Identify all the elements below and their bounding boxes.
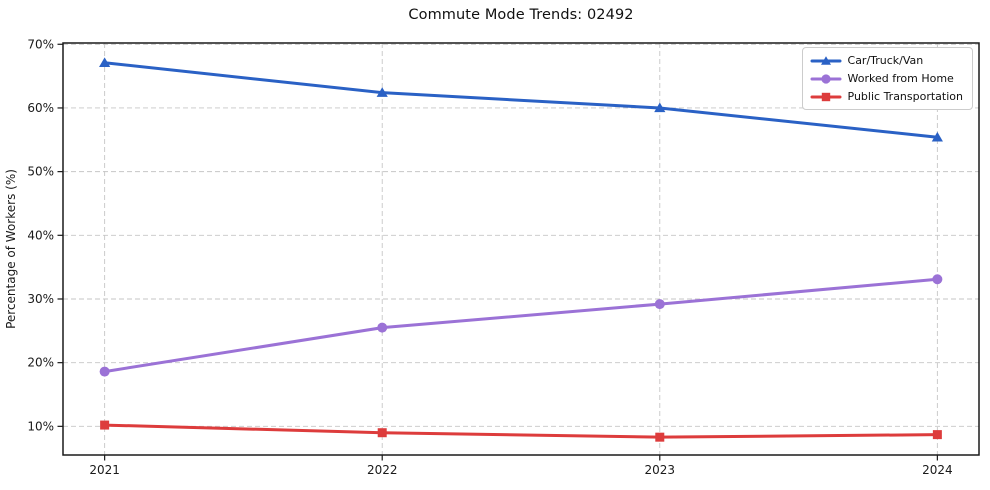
chart-title: Commute Mode Trends: 02492	[408, 7, 634, 23]
square-marker-icon	[100, 420, 110, 430]
triangle-marker-icon	[376, 87, 388, 97]
y-tick-label: 50%	[27, 165, 54, 179]
legend-label: Worked from Home	[847, 72, 954, 85]
circle-marker-icon	[932, 274, 943, 285]
axis-tick-labels: 10% 20% 30% 40% 50% 60% 70% 2021 2022 2023 2024	[27, 37, 952, 477]
series-line	[103, 277, 939, 374]
legend-item-worked-from-home: Worked from Home	[810, 71, 963, 86]
axis-ticks	[57, 43, 938, 461]
y-tick-label: 40%	[27, 228, 54, 242]
series-car-truck-van	[99, 57, 943, 142]
y-tick-label: 70%	[27, 37, 54, 51]
series-line	[103, 423, 939, 439]
legend-item-car-truck-van: Car/Truck/Van	[810, 53, 963, 68]
square-marker-icon	[810, 91, 842, 103]
plot-border	[62, 42, 980, 456]
series-line	[103, 61, 939, 139]
x-tick-label: 2023	[645, 463, 676, 477]
y-tick-label: 60%	[27, 101, 54, 115]
gridlines	[63, 43, 979, 455]
circle-marker-icon	[377, 322, 388, 333]
circle-marker-icon	[810, 73, 842, 85]
y-axis-label: Percentage of Workers (%)	[4, 169, 18, 329]
y-tick-label: 10%	[27, 419, 54, 433]
series-worked-from-home	[99, 274, 943, 377]
legend-label: Public Transportation	[847, 90, 963, 103]
triangle-marker-icon	[931, 131, 943, 142]
y-tick-label: 20%	[27, 356, 54, 370]
square-marker-icon	[377, 428, 387, 438]
circle-marker-icon	[654, 299, 665, 310]
circle-marker-icon	[99, 366, 110, 377]
triangle-marker-icon	[810, 55, 842, 67]
x-tick-label: 2021	[89, 463, 120, 477]
triangle-marker-icon	[654, 102, 666, 113]
square-marker-icon	[655, 432, 665, 442]
triangle-marker-icon	[99, 57, 111, 67]
square-marker-icon	[932, 430, 942, 440]
legend-item-public-transportation: Public Transportation	[810, 89, 963, 104]
legend-label: Car/Truck/Van	[847, 54, 924, 67]
x-tick-label: 2022	[367, 463, 398, 477]
series-public-transportation	[100, 420, 942, 442]
legend: Car/Truck/Van Worked from Home Public Tr…	[801, 47, 973, 110]
x-tick-label: 2024	[922, 463, 953, 477]
y-tick-label: 30%	[27, 292, 54, 306]
